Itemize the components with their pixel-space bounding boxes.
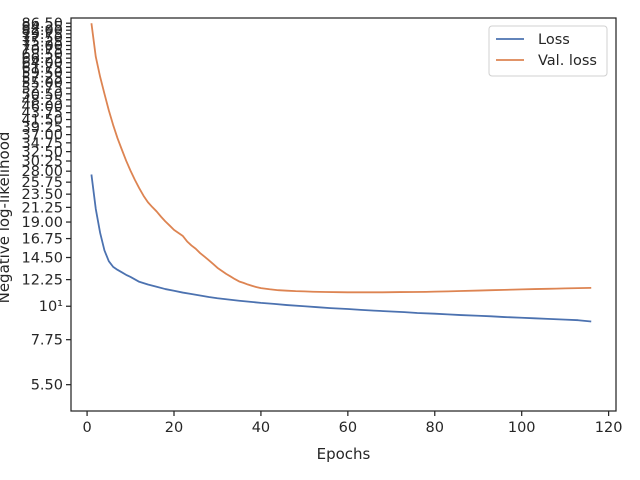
y-tick-label: 57.25 [21,70,63,86]
y-tick-label: 75.25 [21,34,63,50]
y-tick-label: 43.75 [21,106,63,122]
y-tick-label: 16.75 [21,232,63,248]
y-tick-label: 37.00 [21,128,63,144]
y-tick-label: 48.25 [21,93,63,109]
y-tick-label: 10¹ [39,299,63,315]
y-tick-label: 34.75 [21,136,63,152]
x-tick-label: 60 [339,420,357,436]
y-axis-label: Negative log-likelihood [0,132,13,304]
y-tick-label: 73.00 [21,38,63,54]
y-tick-label: 82.00 [21,23,63,39]
series-line-0 [90,174,592,323]
x-axis-label: Epochs [317,445,371,463]
y-tick-label: 84.25 [21,20,63,36]
x-tick-label: 120 [595,420,623,436]
legend: Loss Val. loss [488,25,608,77]
x-axis-ticks: 0 20 40 60 80 100 120 [82,411,622,436]
series-line-1 [90,23,592,294]
y-tick-label: 19.00 [21,215,63,231]
y-tick-label: 55.00 [21,76,63,92]
y-tick-label: 39.25 [21,120,63,136]
series-lines [90,23,592,323]
x-tick-label: 40 [252,420,270,436]
y-tick-label: 50.50 [21,87,63,103]
y-tick-label: 25.75 [21,175,63,191]
y-tick-label: 21.25 [21,200,63,216]
y-tick-label: 46.00 [21,99,63,115]
x-tick-label: 100 [508,420,536,436]
y-tick-label: 5.50 [31,378,63,394]
legend-label: Val. loss [538,53,597,69]
y-tick-label: 86.50 [21,16,63,32]
x-tick-label: 20 [165,420,183,436]
y-tick-label: 70.75 [21,43,63,59]
y-tick-label: 7.75 [31,333,63,349]
y-tick-label: 52.75 [21,81,63,97]
y-tick-label: 32.50 [21,145,63,161]
y-tick-label: 59.50 [21,65,63,81]
y-tick-label: 66.25 [21,51,63,67]
y-tick-label: 68.50 [21,47,63,63]
y-tick-label: 14.50 [21,251,63,267]
y-tick-label: 79.75 [21,27,63,43]
y-tick-label: 64.00 [21,56,63,72]
y-axis-ticks: 5.50 7.75 10¹ 12.25 14.50 16.7519.0021.2523.5… [21,16,71,394]
y-tick-label: 30.25 [21,154,63,170]
y-tick-label: 23.50 [21,187,63,203]
y-tick-label: 61.75 [21,60,63,76]
legend-label: Loss [538,32,570,48]
y-tick-label: 77.50 [21,31,63,47]
y-tick-label: 12.25 [21,273,63,289]
y-tick-label: 28.00 [21,164,63,180]
x-tick-label: 80 [426,420,444,436]
y-tick-label: 41.50 [21,113,63,129]
x-tick-label: 0 [82,420,91,436]
plot-frame [70,17,617,412]
